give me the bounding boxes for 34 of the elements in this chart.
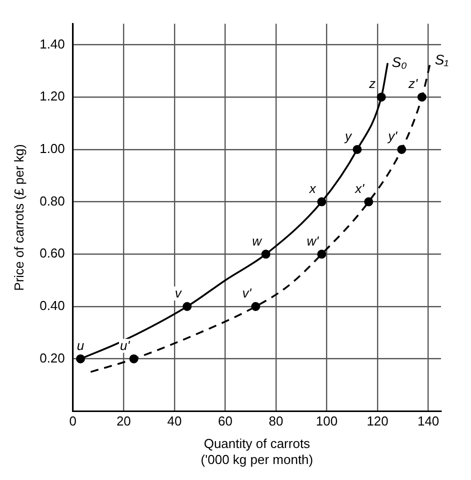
y-tick-label: 0.20 bbox=[40, 350, 65, 366]
x-tick-label: 80 bbox=[268, 414, 284, 429]
annotation: y bbox=[344, 128, 353, 144]
point bbox=[317, 250, 326, 259]
y-tick-label: 0.60 bbox=[40, 246, 65, 261]
annotation: u bbox=[76, 338, 84, 353]
y-tick-label: 1.00 bbox=[40, 141, 65, 156]
annotation: z bbox=[368, 76, 376, 92]
point bbox=[364, 197, 374, 206]
point bbox=[251, 302, 260, 311]
x-axis-title: Quantity of carrots ('000 kg per month) bbox=[200, 436, 314, 467]
annotation: x' bbox=[354, 180, 365, 196]
x-tick-label: 40 bbox=[167, 414, 182, 429]
y-tick-label: 1.40 bbox=[40, 36, 65, 52]
y-tick-label: 0.40 bbox=[40, 298, 65, 314]
x-tick-label: 100 bbox=[316, 414, 338, 429]
annotation: w bbox=[252, 233, 264, 248]
series-label: S₁ bbox=[434, 51, 450, 68]
annotation: v bbox=[174, 286, 183, 301]
x-tick-label: 0 bbox=[69, 414, 77, 429]
annotation: z' bbox=[407, 76, 418, 92]
x-tick-label: 120 bbox=[366, 414, 388, 429]
annotation: u' bbox=[120, 338, 130, 353]
annotation: y' bbox=[387, 128, 398, 144]
series-label: S₀ bbox=[392, 54, 408, 70]
annotation: v' bbox=[242, 286, 252, 301]
x-tick-label: 60 bbox=[218, 414, 232, 429]
annotation: w' bbox=[306, 233, 320, 248]
y-axis-title: Price of carrots (£ per kg) bbox=[11, 144, 26, 291]
y-tick-label: 0.80 bbox=[40, 193, 65, 208]
y-tick-label: 1.20 bbox=[40, 88, 65, 104]
x-tick-label: 20 bbox=[116, 414, 131, 429]
x-tick-label: 140 bbox=[417, 414, 440, 429]
annotation: x bbox=[308, 180, 316, 196]
